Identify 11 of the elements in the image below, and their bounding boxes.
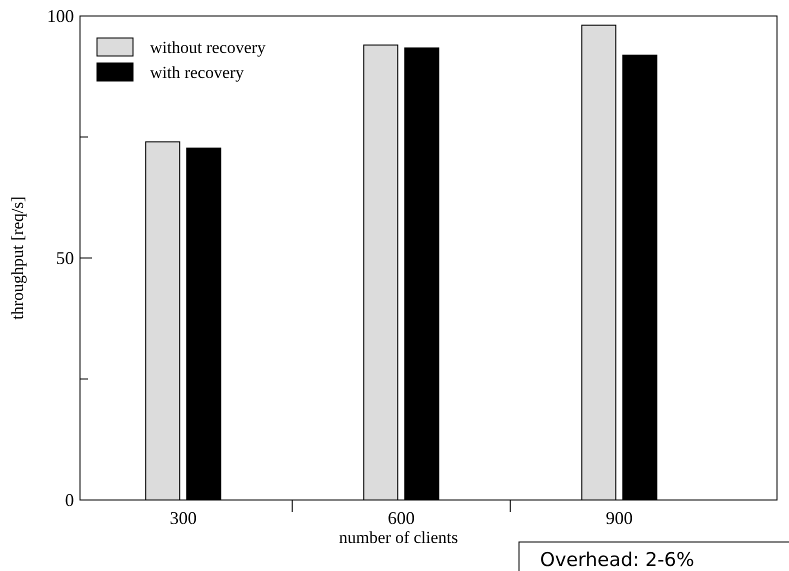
x-tick-label: 300 bbox=[170, 508, 197, 528]
text: Overhead: 2-6% bbox=[540, 549, 694, 571]
y-tick-label: 100 bbox=[47, 6, 74, 26]
x-tick-label: 600 bbox=[388, 508, 415, 528]
legend-label: without recovery bbox=[150, 38, 266, 57]
y-axis-title: throughput [req/s] bbox=[8, 196, 27, 320]
legend-label: with recovery bbox=[150, 63, 244, 82]
x-tick-label: 900 bbox=[606, 508, 633, 528]
y-tick-label: 0 bbox=[65, 490, 74, 510]
y-tick-label: 50 bbox=[56, 248, 74, 268]
x-axis-title: number of clients bbox=[339, 528, 458, 547]
